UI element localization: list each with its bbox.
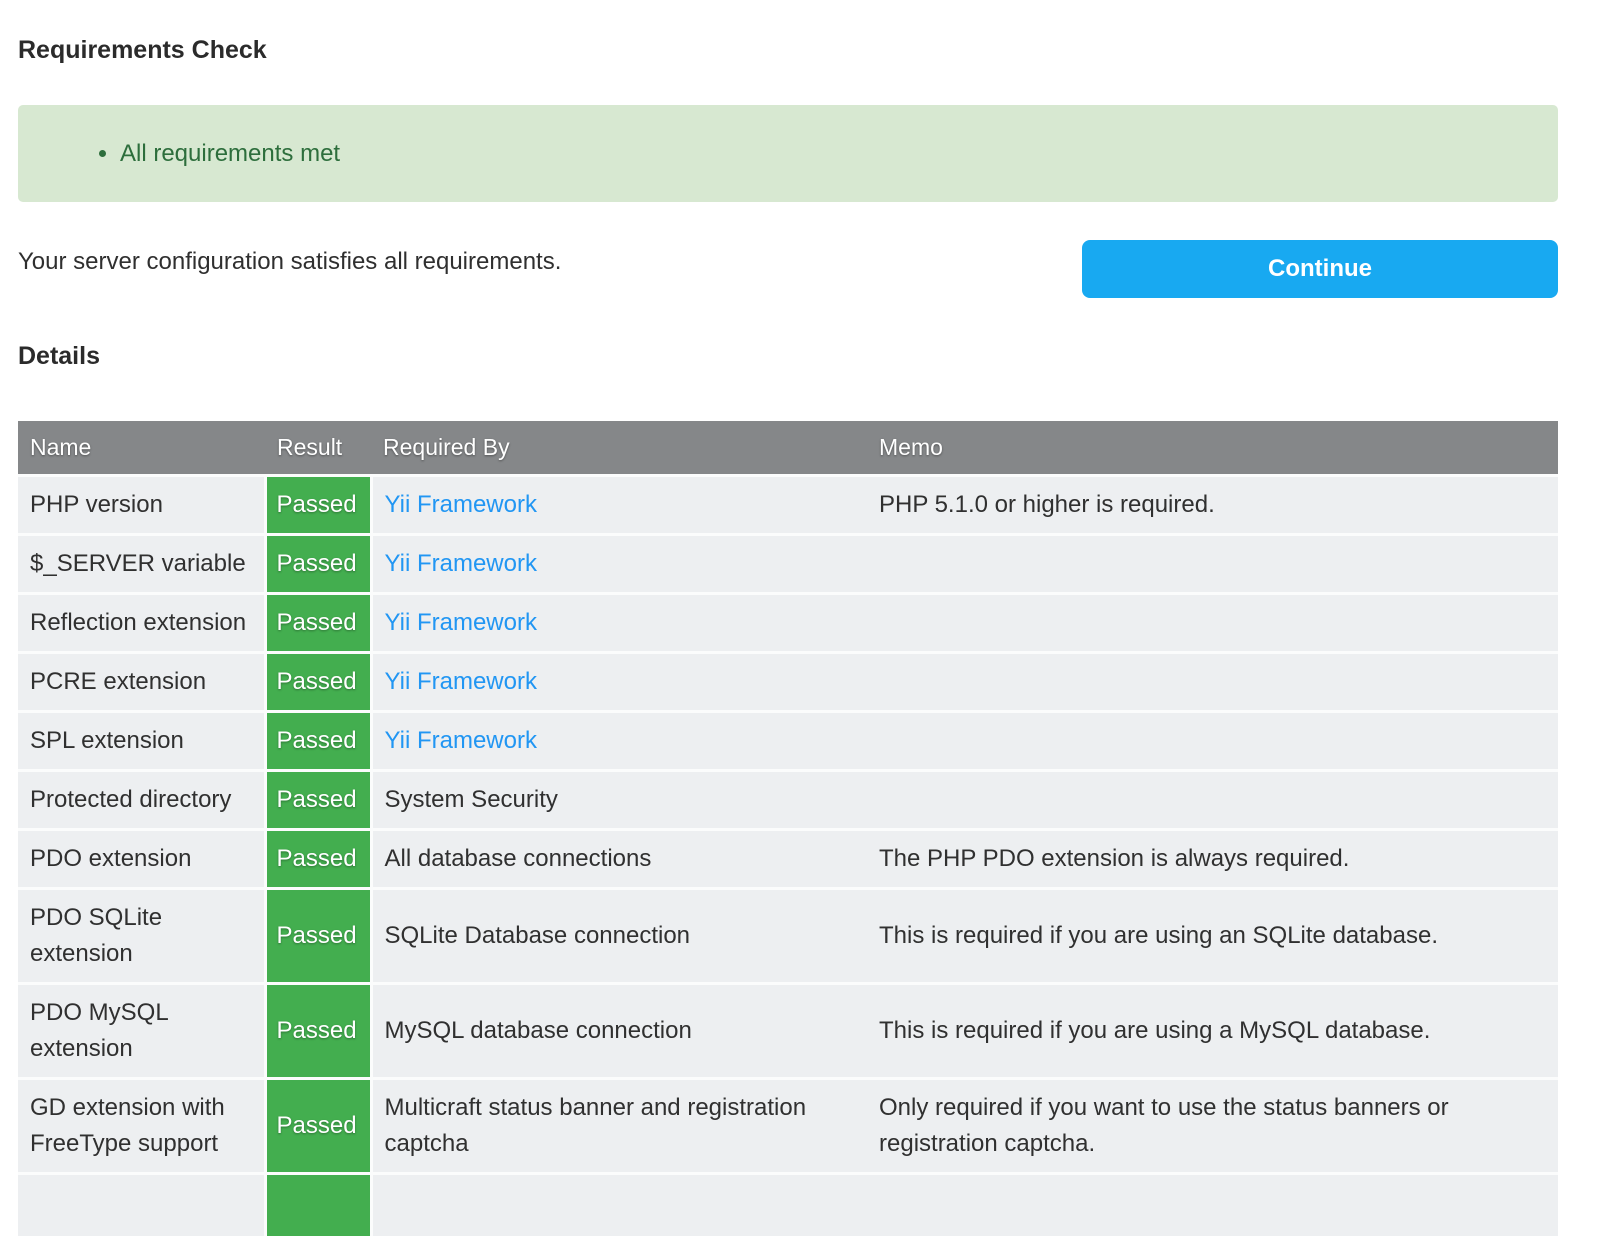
success-alert: All requirements met	[18, 105, 1558, 202]
result-passed-badge: Passed	[263, 651, 373, 712]
result-passed-badge	[263, 1172, 373, 1236]
table-row: GD extension with FreeType support Passed…	[18, 1077, 1558, 1174]
table-header-row: Name Result Required By Memo	[18, 421, 1558, 476]
memo-cell	[867, 1172, 1558, 1236]
required-by-cell: Yii Framework	[371, 710, 867, 771]
result-passed-badge: Passed	[263, 474, 373, 535]
required-by-link[interactable]: Yii Framework	[384, 550, 537, 577]
requirement-name-cell: $_SERVER variable	[18, 533, 265, 594]
alert-item: All requirements met	[120, 139, 340, 169]
requirement-name-cell: GD extension with FreeType support	[18, 1077, 265, 1174]
table-row: Reflection extension Passed Yii Framework	[18, 592, 1558, 653]
result-passed-badge: Passed	[263, 710, 373, 771]
required-by-cell	[371, 1172, 867, 1236]
table-row: PHP version Passed Yii Framework PHP 5.1.0 …	[18, 474, 1558, 535]
table-row-partial	[18, 1172, 1558, 1236]
summary-text: Your server configuration satisfies all …	[18, 248, 562, 275]
required-by-text: All database connections	[384, 845, 652, 872]
required-by-text: System Security	[384, 786, 558, 813]
table-row: $_SERVER variable Passed Yii Framework	[18, 533, 1558, 594]
memo-cell: This is required if you are using an SQL…	[867, 887, 1558, 984]
memo-cell	[867, 769, 1558, 830]
result-passed-badge: Passed	[263, 533, 373, 594]
column-header-result: Result	[265, 421, 371, 476]
requirements-table: Name Result Required By Memo PHP version…	[18, 421, 1558, 1236]
table-row: PDO SQLite extension Passed SQLite Databas…	[18, 887, 1558, 984]
table-row: SPL extension Passed Yii Framework	[18, 710, 1558, 771]
table-body: PHP version Passed Yii Framework PHP 5.1.0 …	[18, 474, 1558, 1236]
table-row: PDO MySQL extension Passed MySQL database …	[18, 982, 1558, 1079]
requirement-name-cell: PDO SQLite extension	[18, 887, 265, 984]
table-row: PCRE extension Passed Yii Framework	[18, 651, 1558, 712]
column-header-name: Name	[18, 421, 265, 476]
memo-cell	[867, 533, 1558, 594]
required-by-cell: Yii Framework	[371, 592, 867, 653]
required-by-cell: Multicraft status banner and registratio…	[371, 1077, 867, 1174]
memo-cell	[867, 651, 1558, 712]
memo-cell: The PHP PDO extension is always required…	[867, 828, 1558, 889]
alert-list: All requirements met	[18, 139, 340, 169]
details-heading: Details	[18, 342, 100, 370]
required-by-link[interactable]: Yii Framework	[384, 491, 537, 518]
required-by-cell: Yii Framework	[371, 474, 867, 535]
requirement-name-cell: SPL extension	[18, 710, 265, 771]
column-header-required-by: Required By	[371, 421, 867, 476]
required-by-cell: All database connections	[371, 828, 867, 889]
memo-cell	[867, 592, 1558, 653]
memo-cell: Only required if you want to use the sta…	[867, 1077, 1558, 1174]
memo-cell	[867, 710, 1558, 771]
table-row: PDO extension Passed All database connecti…	[18, 828, 1558, 889]
result-passed-badge: Passed	[263, 887, 373, 984]
required-by-cell: MySQL database connection	[371, 982, 867, 1079]
required-by-link[interactable]: Yii Framework	[384, 609, 537, 636]
result-passed-badge: Passed	[263, 982, 373, 1079]
result-passed-badge: Passed	[263, 592, 373, 653]
result-passed-badge: Passed	[263, 1077, 373, 1174]
required-by-text: MySQL database connection	[384, 1017, 692, 1044]
required-by-cell: Yii Framework	[371, 651, 867, 712]
required-by-link[interactable]: Yii Framework	[384, 727, 537, 754]
required-by-cell: System Security	[371, 769, 867, 830]
memo-cell: PHP 5.1.0 or higher is required.	[867, 474, 1558, 535]
result-passed-badge: Passed	[263, 828, 373, 889]
requirement-name-cell: PCRE extension	[18, 651, 265, 712]
table-row: Protected directory Passed System Security	[18, 769, 1558, 830]
requirement-name-cell: Protected directory	[18, 769, 265, 830]
action-row: Your server configuration satisfies all …	[18, 240, 1558, 298]
required-by-link[interactable]: Yii Framework	[384, 668, 537, 695]
requirement-name-cell	[18, 1172, 265, 1236]
requirement-name-cell: PDO extension	[18, 828, 265, 889]
page-title: Requirements Check	[18, 36, 267, 64]
requirement-name-cell: PDO MySQL extension	[18, 982, 265, 1079]
memo-cell: This is required if you are using a MySQ…	[867, 982, 1558, 1079]
required-by-text: Multicraft status banner and registratio…	[384, 1094, 807, 1157]
required-by-cell: Yii Framework	[371, 533, 867, 594]
required-by-text: SQLite Database connection	[384, 922, 691, 949]
requirement-name-cell: PHP version	[18, 474, 265, 535]
continue-button[interactable]: Continue	[1082, 240, 1558, 298]
required-by-cell: SQLite Database connection	[371, 887, 867, 984]
requirements-page: Requirements Check All requirements met …	[0, 36, 1600, 1236]
table-header: Name Result Required By Memo	[18, 421, 1558, 476]
requirement-name-cell: Reflection extension	[18, 592, 265, 653]
result-passed-badge: Passed	[263, 769, 373, 830]
column-header-memo: Memo	[867, 421, 1558, 476]
